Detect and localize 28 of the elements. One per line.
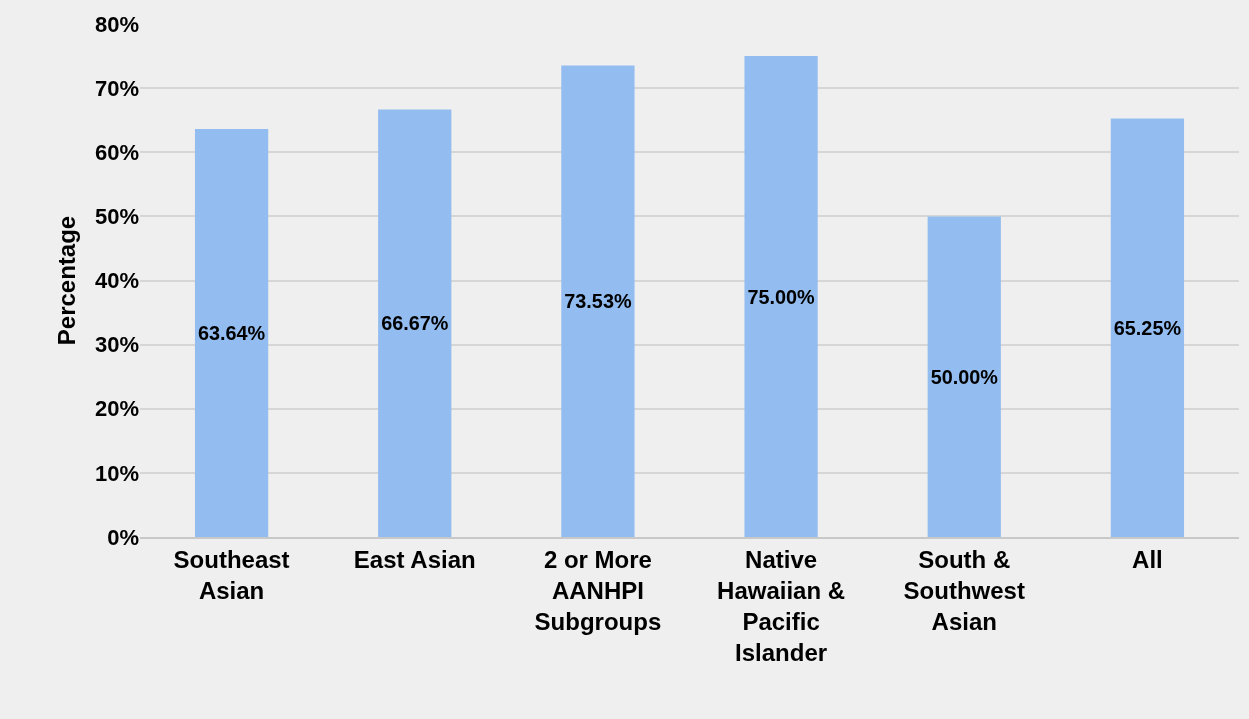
y-tick-label: 70% xyxy=(94,75,139,101)
x-tick-label: East Asian xyxy=(353,545,476,573)
y-tick-label: 30% xyxy=(94,332,139,358)
data-label: 63.64% xyxy=(197,321,266,344)
x-tick-label: Southeast Asian xyxy=(173,545,290,604)
y-tick-label: 10% xyxy=(94,460,139,486)
data-label: 75.00% xyxy=(747,285,816,308)
y-tick-label: 40% xyxy=(94,268,139,294)
y-tick-label: 80% xyxy=(94,11,139,37)
bar xyxy=(744,56,818,537)
bar xyxy=(927,216,1001,537)
data-label: 73.53% xyxy=(564,290,632,313)
y-axis-title: Percentage xyxy=(53,215,81,346)
data-label: 65.25% xyxy=(1113,316,1182,339)
y-tick-label: 50% xyxy=(94,204,139,230)
y-tick-label: 0% xyxy=(107,524,139,550)
bar xyxy=(1110,118,1185,537)
x-tick-label: Native Hawaiian & Pacific Islander xyxy=(717,545,846,667)
data-label: 50.00% xyxy=(930,365,999,388)
y-tick-label: 60% xyxy=(94,139,139,165)
x-tick-label: 2 or More AANHPI Subgroups xyxy=(534,545,662,636)
bar xyxy=(378,109,452,537)
y-tick-label: 20% xyxy=(94,396,139,422)
bar xyxy=(194,128,269,537)
x-tick-label: South & Southwest Asian xyxy=(903,545,1025,636)
data-label: 66.67% xyxy=(381,312,449,335)
x-tick-label: All xyxy=(1132,545,1163,573)
bar xyxy=(561,65,635,537)
